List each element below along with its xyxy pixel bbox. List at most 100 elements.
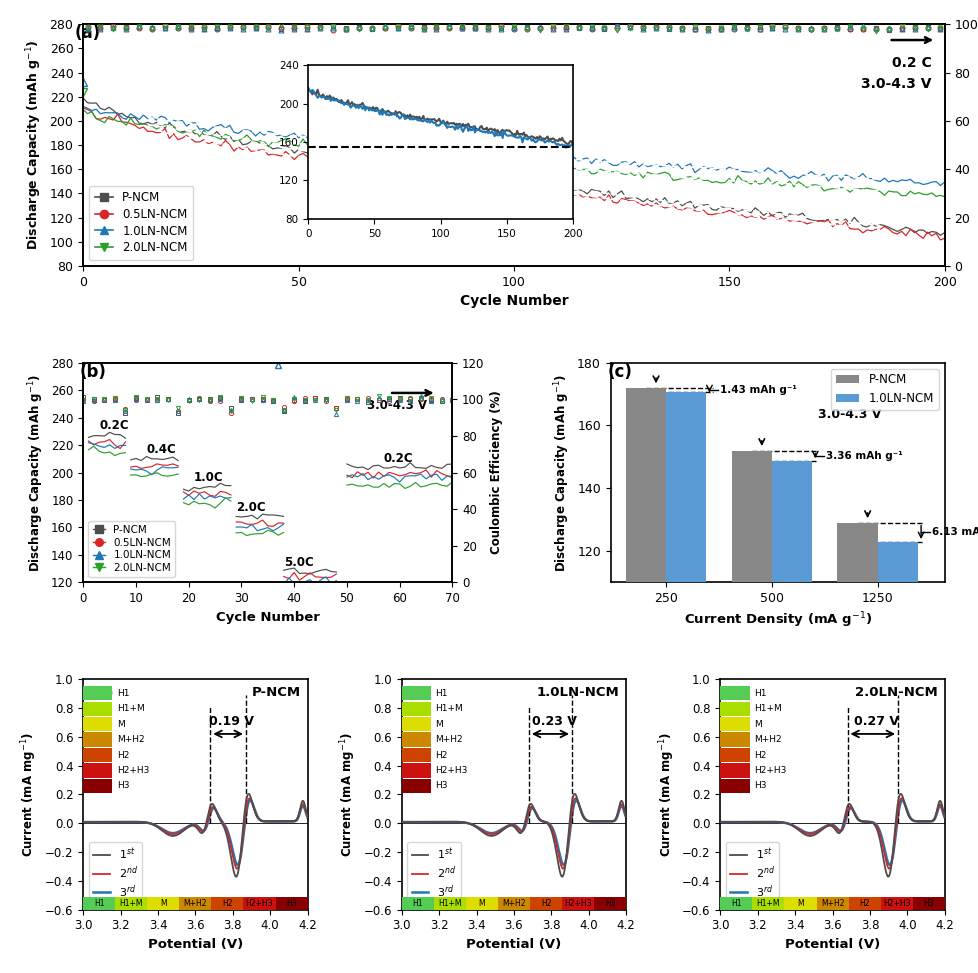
3$^{rd}$ <box>575 807 587 818</box>
Bar <box>880 897 911 910</box>
1$^{st}$ <box>507 820 518 832</box>
Bar <box>244 897 275 910</box>
Text: 0.2C: 0.2C <box>383 451 413 464</box>
3$^{rd}$ <box>77 816 89 828</box>
1$^{st}$ <box>617 799 629 811</box>
2$^{nd}$ <box>895 792 907 804</box>
3$^{rd}$ <box>942 815 954 827</box>
Text: 0.23 V: 0.23 V <box>531 715 576 728</box>
Text: (e): (e) <box>408 686 432 702</box>
Line: 2$^{nd}$: 2$^{nd}$ <box>401 798 629 869</box>
2$^{nd}$ <box>935 803 947 814</box>
Text: H1+M: H1+M <box>116 704 145 713</box>
Text: M+H2: M+H2 <box>435 735 463 744</box>
Text: P-NCM: P-NCM <box>251 686 300 699</box>
Text: M+H2: M+H2 <box>820 899 843 908</box>
Bar <box>83 764 112 777</box>
Bar <box>720 748 749 762</box>
Bar <box>401 748 430 762</box>
3$^{rd}$ <box>305 815 317 827</box>
Bar <box>179 897 211 910</box>
3$^{rd}$ <box>298 804 310 815</box>
2$^{nd}$ <box>819 821 830 833</box>
3$^{rd}$ <box>557 859 569 871</box>
Text: M+H2: M+H2 <box>184 899 207 908</box>
Bar <box>783 897 816 910</box>
2$^{nd}$ <box>935 802 947 813</box>
3$^{rd}$ <box>714 816 726 828</box>
Line: 1$^{st}$: 1$^{st}$ <box>720 794 948 877</box>
Text: (c): (c) <box>606 363 632 380</box>
3$^{rd}$ <box>244 795 256 807</box>
Bar <box>720 686 749 701</box>
Text: 3.36 mAh g⁻¹: 3.36 mAh g⁻¹ <box>825 450 902 461</box>
Text: 1.0LN-NCM: 1.0LN-NCM <box>536 686 619 699</box>
Bar <box>911 897 944 910</box>
Bar <box>720 733 749 746</box>
1$^{st}$ <box>714 816 726 828</box>
1$^{st}$ <box>230 871 242 883</box>
2$^{nd}$ <box>726 816 737 828</box>
2$^{nd}$ <box>824 819 836 831</box>
Bar <box>83 733 112 746</box>
Y-axis label: Discharge Capacity (mAh g$^{-1}$): Discharge Capacity (mAh g$^{-1}$) <box>24 40 44 250</box>
Y-axis label: Coulombic Efficiency (%): Coulombic Efficiency (%) <box>490 390 503 555</box>
Text: H2+H3: H2+H3 <box>116 766 149 775</box>
2$^{nd}$ <box>617 802 629 813</box>
Line: 2$^{nd}$: 2$^{nd}$ <box>720 798 948 869</box>
1$^{st}$ <box>893 788 905 800</box>
Text: M: M <box>478 899 485 908</box>
1$^{st}$ <box>824 820 836 832</box>
1$^{st}$ <box>298 800 310 811</box>
Text: 3.0-4.3 V: 3.0-4.3 V <box>366 399 426 412</box>
2$^{nd}$ <box>257 815 269 827</box>
X-axis label: Cycle Number: Cycle Number <box>460 294 567 308</box>
2$^{nd}$ <box>298 802 310 813</box>
Line: 3$^{rd}$: 3$^{rd}$ <box>720 801 948 865</box>
1$^{st}$ <box>188 820 200 832</box>
1$^{st}$ <box>243 788 254 800</box>
X-axis label: Current Density (mA g$^{-1}$): Current Density (mA g$^{-1}$) <box>683 611 871 631</box>
3$^{rd}$ <box>617 803 629 814</box>
Bar <box>83 717 112 732</box>
3$^{rd}$ <box>726 816 737 828</box>
Bar <box>594 897 626 910</box>
3$^{rd}$ <box>883 859 895 871</box>
Bar <box>401 733 430 746</box>
3$^{rd}$ <box>819 820 830 832</box>
Y-axis label: Discharge Capacity (mAh g$^{-1}$): Discharge Capacity (mAh g$^{-1}$) <box>552 374 571 571</box>
Text: 6.13 mAh g⁻¹: 6.13 mAh g⁻¹ <box>931 527 978 537</box>
Text: H1+M: H1+M <box>435 704 463 713</box>
Text: H2: H2 <box>540 899 551 908</box>
Text: M: M <box>753 720 761 729</box>
Text: H2+H3: H2+H3 <box>753 766 785 775</box>
1$^{st}$ <box>935 800 947 811</box>
Bar <box>720 717 749 732</box>
Text: 1.0C: 1.0C <box>194 471 223 484</box>
2$^{nd}$ <box>575 807 587 818</box>
Text: H1: H1 <box>412 899 422 908</box>
Bar <box>720 897 752 910</box>
Text: 2.0C: 2.0C <box>236 501 266 514</box>
Text: H2: H2 <box>435 750 447 760</box>
1$^{st}$ <box>623 815 635 827</box>
1$^{st}$ <box>395 816 407 828</box>
Bar <box>401 686 430 701</box>
Text: H1: H1 <box>94 899 105 908</box>
3$^{rd}$ <box>824 818 836 830</box>
1$^{st}$ <box>257 815 269 827</box>
Legend: 1$^{st}$, 2$^{nd}$, 3$^{rd}$: 1$^{st}$, 2$^{nd}$, 3$^{rd}$ <box>407 842 461 904</box>
Bar <box>771 461 812 927</box>
3$^{rd}$ <box>182 820 194 832</box>
2$^{nd}$ <box>182 821 194 833</box>
1$^{st}$ <box>881 871 893 883</box>
Text: H1+M: H1+M <box>438 899 462 908</box>
Bar <box>466 897 498 910</box>
Text: 0.19 V: 0.19 V <box>209 715 254 728</box>
3$^{rd}$ <box>188 818 200 830</box>
Bar <box>115 897 147 910</box>
Bar <box>401 702 430 716</box>
Bar <box>83 897 115 910</box>
Line: 2$^{nd}$: 2$^{nd}$ <box>83 798 311 869</box>
1$^{st}$ <box>501 821 512 833</box>
